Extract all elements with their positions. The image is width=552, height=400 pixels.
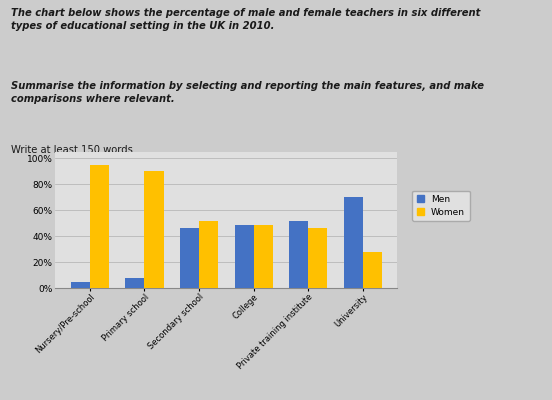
- Bar: [90, 165, 109, 288]
- Bar: [199, 221, 218, 288]
- Bar: [308, 228, 327, 288]
- Text: Summarise the information by selecting and reporting the main features, and make: Summarise the information by selecting a…: [11, 81, 484, 104]
- Bar: [71, 282, 90, 288]
- Text: The chart below shows the percentage of male and female teachers in six differen: The chart below shows the percentage of …: [11, 8, 480, 31]
- Bar: [235, 224, 253, 288]
- Bar: [363, 252, 382, 288]
- Bar: [253, 224, 273, 288]
- Bar: [180, 228, 199, 288]
- Bar: [344, 197, 363, 288]
- Bar: [289, 221, 308, 288]
- Text: Write at least 150 words.: Write at least 150 words.: [11, 145, 136, 155]
- Bar: [145, 172, 163, 288]
- Legend: Men, Women: Men, Women: [412, 190, 470, 221]
- Bar: [125, 278, 145, 288]
